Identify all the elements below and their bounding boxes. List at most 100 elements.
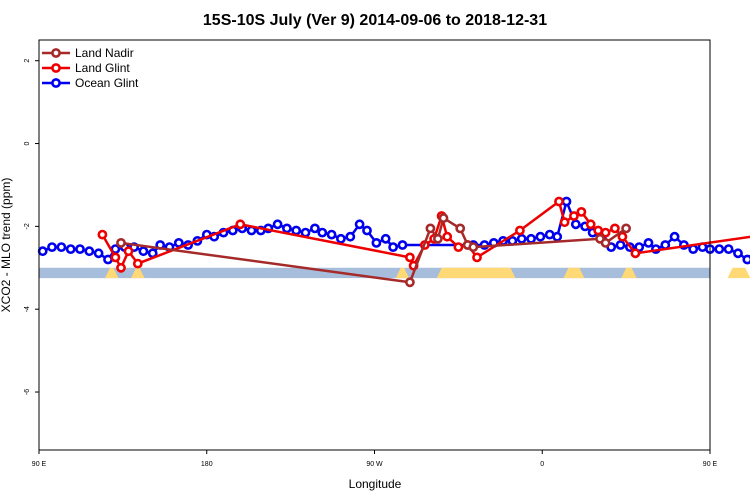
land-band-segment-5 [621, 267, 637, 279]
point-ocean-glint-0 [37, 246, 48, 257]
land-band-segment-2 [395, 267, 410, 279]
point-ocean-glint-69 [723, 244, 734, 254]
point-land-nadir-7 [468, 242, 479, 252]
point-ocean-glint-11 [138, 246, 149, 257]
point-land-glint-22 [600, 227, 611, 238]
y-tick-label-1: 0 [24, 141, 31, 145]
legend-marker-land-glint [51, 63, 61, 73]
chart-title: 15S-10S July (Ver 9) 2014-09-06 to 2018-… [203, 12, 547, 29]
point-ocean-glint-34 [345, 231, 356, 242]
point-land-glint-24 [617, 231, 628, 242]
point-ocean-glint-3 [65, 244, 76, 254]
point-ocean-glint-70 [733, 248, 743, 259]
point-land-glint-18 [569, 211, 579, 221]
point-land-glint-5 [235, 219, 246, 230]
point-land-nadir-4 [438, 213, 449, 223]
point-ocean-glint-63 [669, 231, 680, 242]
point-ocean-glint-39 [388, 242, 398, 252]
series-land-glint [97, 196, 750, 273]
y-tick-label-2: -2 [24, 223, 31, 229]
legend-item-land-glint: Land Glint [42, 61, 130, 75]
point-ocean-glint-29 [300, 227, 311, 238]
y-tick-label-4: -6 [24, 389, 31, 395]
point-land-glint-6 [404, 252, 415, 263]
point-land-glint-15 [515, 225, 525, 236]
land-band-segment-3 [436, 267, 516, 279]
point-land-nadir-1 [404, 277, 415, 288]
point-ocean-glint-48 [535, 231, 546, 242]
land-ocean-band [39, 267, 750, 279]
point-ocean-glint-51 [561, 196, 572, 207]
point-ocean-glint-60 [643, 237, 654, 248]
point-ocean-glint-37 [371, 237, 382, 248]
y-tick-label-0: 2 [24, 59, 31, 63]
land-band-segment-1 [131, 267, 145, 279]
point-ocean-glint-31 [317, 227, 328, 238]
point-land-glint-1 [110, 252, 121, 263]
point-land-glint-0 [97, 229, 108, 240]
series-layer [37, 196, 750, 288]
point-ocean-glint-50 [552, 231, 563, 242]
point-land-glint-23 [610, 223, 620, 234]
point-ocean-glint-28 [291, 225, 302, 236]
series-land-nadir [116, 213, 631, 288]
point-land-nadir-9 [600, 237, 611, 248]
legend-label-land-glint: Land Glint [75, 61, 130, 75]
x-tick-label-3: 0 [540, 461, 544, 468]
point-ocean-glint-2 [56, 242, 67, 252]
point-ocean-glint-15 [173, 237, 184, 248]
point-land-glint-14 [472, 252, 482, 263]
point-ocean-glint-71 [742, 254, 750, 265]
point-ocean-glint-52 [570, 219, 581, 230]
legend-item-ocean-glint: Ocean Glint [42, 76, 139, 90]
point-ocean-glint-38 [380, 233, 391, 244]
y-axis: 2 0 -2 -4 -6 [24, 59, 39, 395]
point-land-glint-11 [442, 231, 453, 242]
land-band-segment-4 [563, 267, 585, 279]
x-tick-label-2: 90 W [366, 461, 383, 468]
point-land-glint-16 [554, 196, 564, 207]
series-line-land-glint [101, 199, 750, 271]
legend-marker-ocean-glint [51, 78, 61, 88]
legend-label-land-nadir: Land Nadir [75, 46, 134, 60]
y-axis-label: XCO2 - MLO trend (ppm) [0, 178, 13, 313]
point-ocean-glint-57 [615, 240, 626, 250]
point-land-glint-20 [585, 219, 596, 230]
point-ocean-glint-35 [354, 219, 365, 230]
point-ocean-glint-68 [714, 244, 725, 254]
point-ocean-glint-27 [281, 223, 292, 234]
point-ocean-glint-4 [75, 244, 85, 254]
legend-item-land-nadir: Land Nadir [42, 46, 134, 60]
point-land-glint-4 [132, 258, 143, 269]
legend-label-ocean-glint: Ocean Glint [75, 76, 139, 90]
legend-marker-land-nadir [51, 48, 61, 58]
point-land-glint-25 [630, 248, 641, 259]
point-land-nadir-2 [425, 223, 436, 234]
point-land-glint-3 [123, 246, 134, 257]
point-land-glint-2 [116, 262, 126, 273]
point-ocean-glint-32 [326, 229, 337, 240]
point-ocean-glint-40 [397, 240, 408, 250]
point-ocean-glint-47 [526, 233, 536, 244]
land-band-segment-6 [727, 267, 750, 279]
y-tick-label-3: -4 [24, 306, 31, 312]
point-land-nadir-0 [116, 237, 126, 248]
point-ocean-glint-26 [272, 219, 283, 230]
land-band-segment-0 [104, 267, 119, 279]
ocean-band [39, 267, 710, 279]
point-land-glint-12 [453, 242, 464, 252]
x-axis: 90 E 180 90 W 0 90 E [32, 450, 718, 468]
point-ocean-glint-33 [335, 233, 346, 244]
point-ocean-glint-30 [309, 223, 320, 234]
point-ocean-glint-36 [362, 225, 372, 236]
x-tick-label-1: 180 [201, 461, 213, 468]
point-land-glint-17 [559, 217, 570, 228]
point-ocean-glint-1 [47, 242, 57, 252]
point-land-nadir-10 [621, 223, 631, 234]
point-ocean-glint-6 [93, 248, 104, 259]
x-tick-label-4: 90 E [703, 461, 718, 468]
x-axis-label: Longitude [349, 477, 402, 491]
point-land-glint-19 [576, 206, 587, 217]
